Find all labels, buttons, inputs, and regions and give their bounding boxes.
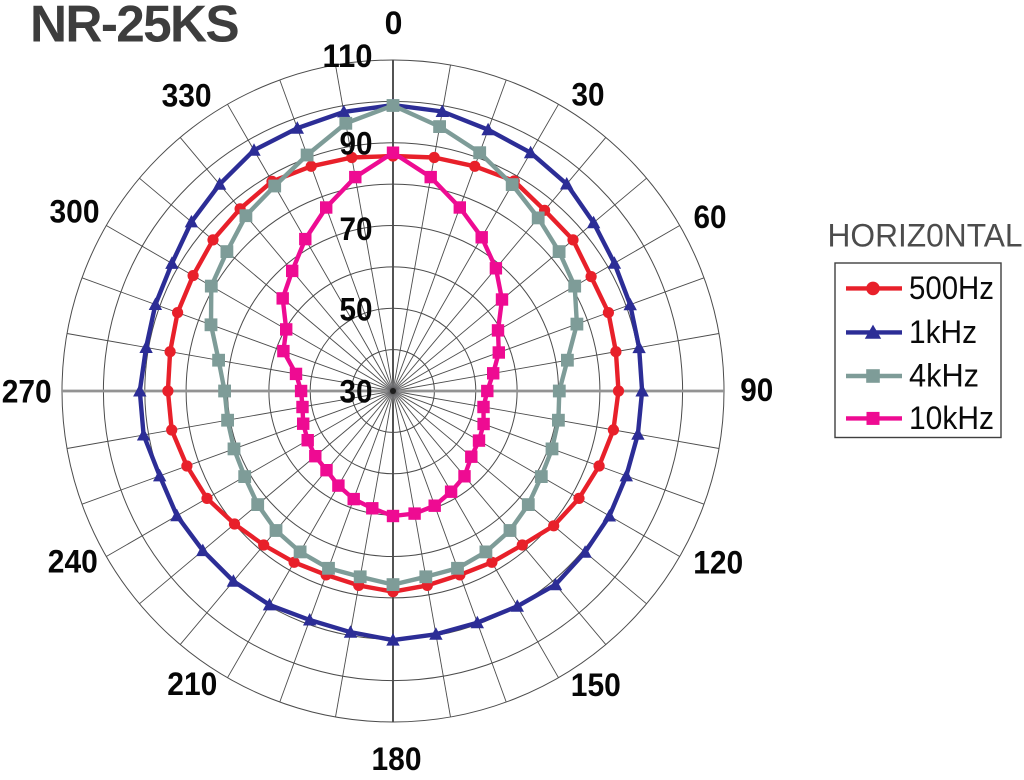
- svg-text:110: 110: [323, 38, 373, 74]
- svg-text:4kHz: 4kHz: [909, 357, 979, 393]
- svg-text:60: 60: [694, 199, 727, 235]
- svg-text:30: 30: [340, 374, 373, 410]
- svg-text:210: 210: [167, 666, 217, 702]
- svg-text:0: 0: [385, 5, 403, 41]
- svg-text:150: 150: [571, 667, 621, 703]
- svg-text:NR-25KS: NR-25KS: [30, 0, 238, 54]
- svg-text:HORIZ0NTAL: HORIZ0NTAL: [828, 217, 1023, 253]
- svg-text:10kHz: 10kHz: [909, 400, 994, 436]
- svg-text:180: 180: [372, 741, 422, 777]
- svg-text:120: 120: [693, 544, 743, 580]
- svg-text:50: 50: [340, 291, 373, 327]
- svg-text:1kHz: 1kHz: [909, 314, 977, 350]
- svg-text:70: 70: [340, 211, 373, 247]
- svg-text:90: 90: [340, 125, 373, 161]
- svg-text:300: 300: [50, 193, 100, 229]
- svg-text:270: 270: [2, 374, 52, 410]
- svg-text:90: 90: [740, 372, 773, 408]
- svg-text:240: 240: [48, 544, 98, 580]
- svg-text:330: 330: [162, 77, 212, 113]
- svg-text:30: 30: [572, 76, 605, 112]
- svg-text:500Hz: 500Hz: [909, 270, 994, 306]
